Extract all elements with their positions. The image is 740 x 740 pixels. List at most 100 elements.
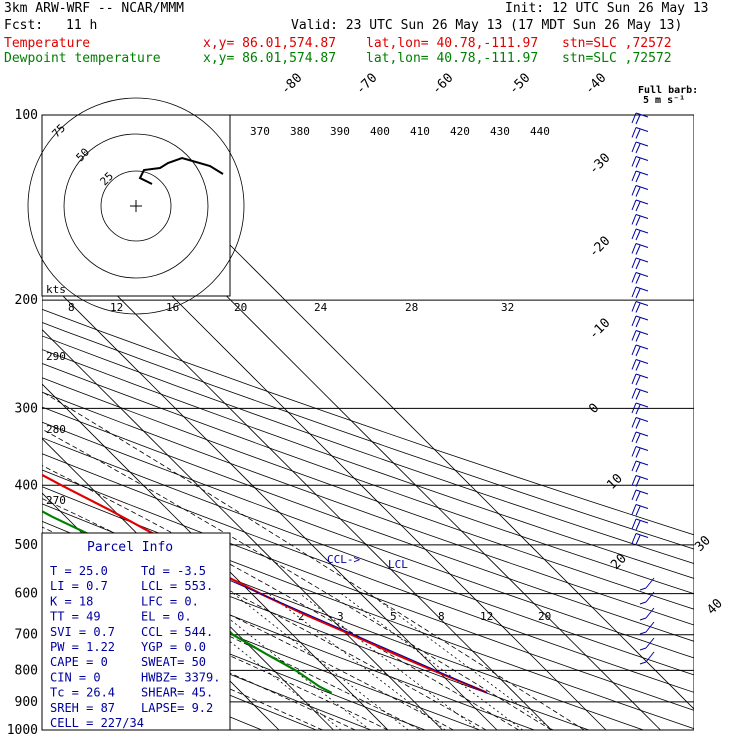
wind-barb xyxy=(631,533,649,545)
isotherm-label: -40 xyxy=(582,71,609,98)
wind-barb xyxy=(631,286,649,299)
hodograph-center xyxy=(130,200,142,212)
isotherm-line xyxy=(42,274,498,730)
mixing-ratio-label: 2 xyxy=(298,610,305,623)
barb-legend-line1: Full barb: xyxy=(638,85,698,96)
parcel-param-right: HWBZ= 3379. xyxy=(141,670,220,684)
wind-barb xyxy=(631,315,649,328)
theta-label: 400 xyxy=(370,125,390,138)
mixing-ratio-label: 24 xyxy=(314,301,328,314)
parcel-param-right: LFC = 0. xyxy=(141,594,199,608)
dry-adiabat-line xyxy=(42,363,694,595)
pressure-tick-label: 700 xyxy=(15,628,38,643)
mixing-ratio-line xyxy=(369,593,554,730)
wind-barb xyxy=(631,402,649,415)
wind-barb xyxy=(631,170,649,183)
mixing-ratio-label: 16 xyxy=(166,301,179,314)
ccl-annotation: CCL-> xyxy=(327,553,360,566)
pressure-tick-label: 500 xyxy=(15,538,38,553)
dry-adiabat-line xyxy=(42,308,694,536)
pressure-tick-label: 900 xyxy=(15,695,38,710)
theta-label: 290 xyxy=(46,350,66,363)
wind-barb xyxy=(639,621,655,635)
mixing-ratio-line xyxy=(268,593,446,730)
isotherm-label: -70 xyxy=(353,71,380,98)
temperature-trace xyxy=(42,473,488,694)
wind-barb xyxy=(631,431,649,444)
hodograph-trace xyxy=(138,156,224,185)
mixing-ratio-label: 8 xyxy=(438,610,445,623)
barb-legend-line2: 5 m s⁻¹ xyxy=(643,95,685,106)
isotherm-label: 40 xyxy=(704,596,726,618)
parcel-param-left: CIN = 0 xyxy=(50,670,101,684)
wind-barb xyxy=(631,504,649,516)
temperature-latlon: lat,lon= 40.78,-111.97 xyxy=(366,36,539,51)
parcel-info-title: Parcel Info xyxy=(87,540,173,555)
isotherm-label: 30 xyxy=(692,533,714,555)
temperature-xy: x,y= 86.01,574.87 xyxy=(203,36,337,51)
theta-label: 390 xyxy=(330,125,350,138)
parcel-param-right: LCL = 553. xyxy=(141,579,213,593)
init-time: Init: 12 UTC Sun 26 May 13 xyxy=(505,1,709,16)
theta-label: 420 xyxy=(450,125,470,138)
isotherm-label: 10 xyxy=(604,471,626,493)
dry-adiabat-line xyxy=(42,421,694,659)
dry-adiabat-line xyxy=(42,486,694,730)
hodograph-units: kts xyxy=(46,283,66,296)
mixing-ratio-label: 5 xyxy=(390,610,397,623)
dry-adiabat-line xyxy=(42,391,694,626)
wind-barb xyxy=(631,127,649,139)
mixing-ratio-line xyxy=(233,593,409,730)
pressure-tick-label: 200 xyxy=(15,293,38,308)
wind-barb xyxy=(631,185,649,197)
dry-adiabat-line xyxy=(42,335,694,565)
hodograph-ring xyxy=(63,133,209,279)
wind-barb xyxy=(631,518,649,531)
isotherm-label: -50 xyxy=(506,71,533,98)
parcel-param-left: TT = 49 xyxy=(50,610,101,624)
parcel-param-left: SVI = 0.7 xyxy=(50,625,115,639)
theta-label: 410 xyxy=(410,125,430,138)
wind-barb xyxy=(631,359,649,371)
dry-adiabat-line xyxy=(42,377,694,610)
wind-barb xyxy=(631,228,649,241)
mixing-ratio-label: 20 xyxy=(538,610,551,623)
temperature-legend-label: Temperature xyxy=(4,36,91,51)
theta-label: 430 xyxy=(490,125,510,138)
mixing-ratio-label: 28 xyxy=(405,301,418,314)
forecast-hour: 11 h xyxy=(66,18,98,33)
moist-adiabat-line xyxy=(42,590,356,730)
wind-barb xyxy=(631,460,649,473)
parcel-param-left: K = 18 xyxy=(50,594,93,608)
wind-barb xyxy=(631,301,649,313)
parcel-param-left: CELL = 227/34 xyxy=(50,716,144,730)
wind-barb xyxy=(631,373,649,386)
theta-label: 280 xyxy=(46,423,66,436)
dewpoint-xy: x,y= 86.01,574.87 xyxy=(203,51,337,66)
pressure-tick-label: 400 xyxy=(15,478,38,493)
parcel-param-left: CAPE = 0 xyxy=(50,655,108,669)
mixing-ratio-label: 12 xyxy=(110,301,123,314)
parcel-param-right: CCL = 544. xyxy=(141,625,213,639)
dry-adiabat-line xyxy=(42,453,694,693)
parcel-param-right: LAPSE= 9.2 xyxy=(141,701,213,715)
dry-adiabat-line xyxy=(42,596,372,730)
valid-time: Valid: 23 UTC Sun 26 May 13 (17 MDT Sun … xyxy=(291,18,683,33)
dewpoint-latlon: lat,lon= 40.78,-111.97 xyxy=(366,51,539,66)
wind-barbs xyxy=(631,112,655,665)
wind-barb xyxy=(631,446,649,458)
wind-barb xyxy=(631,112,649,125)
dry-adiabat-line xyxy=(42,469,694,711)
mixing-ratio-line xyxy=(340,593,523,730)
pressure-tick-label: 1000 xyxy=(7,723,38,738)
isotherm-line xyxy=(42,437,334,730)
wind-barb xyxy=(631,141,649,154)
isotherm-label: -60 xyxy=(429,71,456,98)
mixing-ratio-label: 3 xyxy=(337,610,344,623)
parcel-param-right: SWEAT= 50 xyxy=(141,655,206,669)
wind-barb xyxy=(631,344,649,357)
mixing-ratio-label: 32 xyxy=(501,301,514,314)
theta-label: 370 xyxy=(250,125,270,138)
parcel-param-right: SHEAR= 45. xyxy=(141,686,213,700)
